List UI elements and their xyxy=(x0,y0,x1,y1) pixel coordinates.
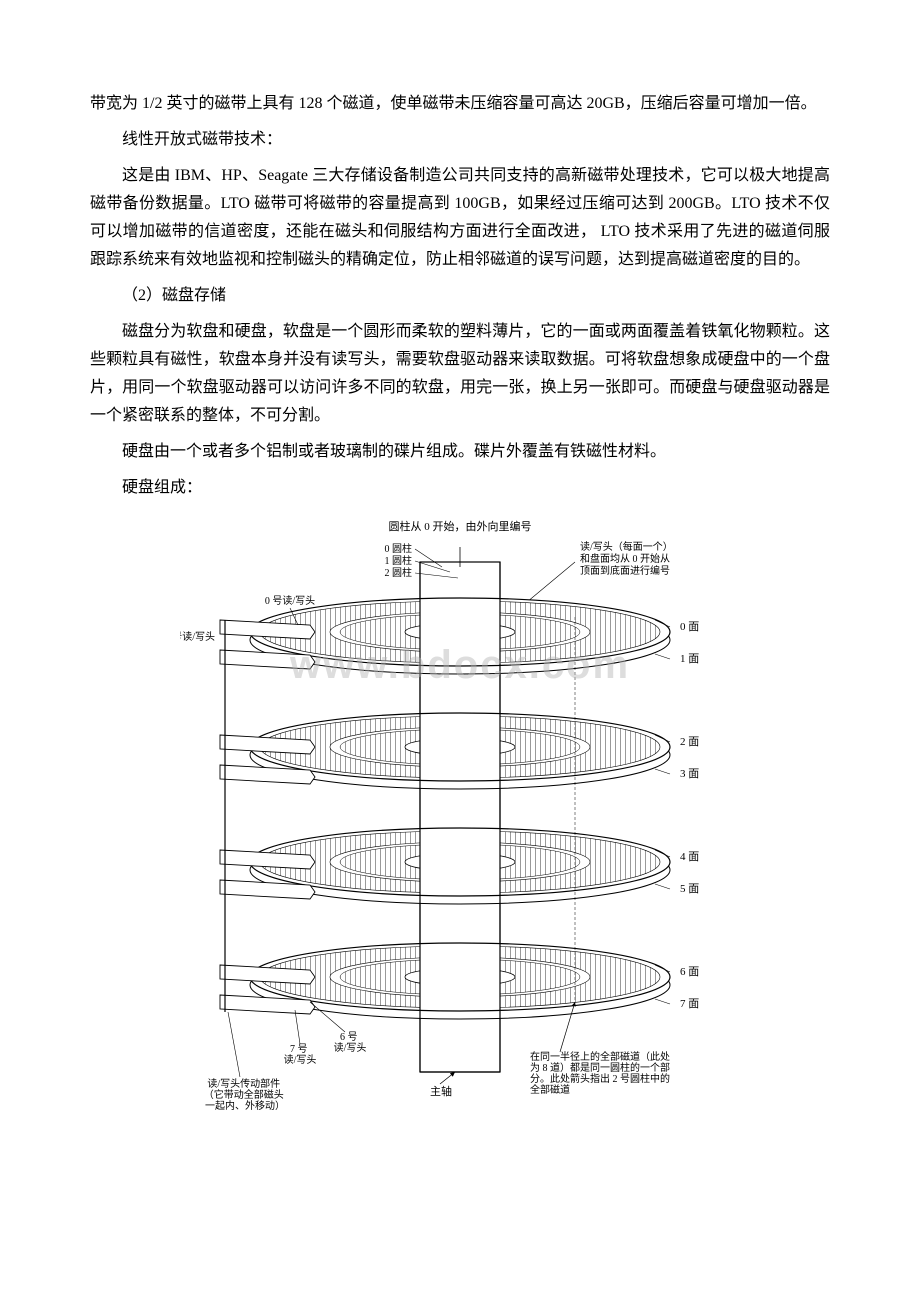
hard-disk-diagram: 圆柱从 0 开始，由外向里编号 0 圆柱 1 圆柱 2 圆柱 读/写头（每面一个… xyxy=(90,512,830,1142)
svg-text:3 面: 3 面 xyxy=(680,768,699,780)
paragraph-7: 硬盘组成： xyxy=(90,474,830,502)
svg-text:2 圆柱: 2 圆柱 xyxy=(385,566,413,579)
svg-text:主轴: 主轴 xyxy=(430,1084,452,1098)
document-page: 带宽为 1/2 英寸的磁带上具有 128 个磁道，使单磁带未压缩容量可高达 20… xyxy=(0,0,920,1182)
paragraph-4: （2）磁盘存储 xyxy=(90,282,830,310)
svg-text:7 面: 7 面 xyxy=(680,998,699,1010)
platter-0: 0 面 1 面 xyxy=(220,598,699,674)
svg-text:6 号 读/写头: 6 号 读/写头 xyxy=(334,1031,367,1054)
paragraph-6: 硬盘由一个或者多个铝制或者玻璃制的碟片组成。碟片外覆盖有铁磁性材料。 xyxy=(90,438,830,466)
paragraph-5: 磁盘分为软盘和硬盘，软盘是一个圆形而柔软的塑料薄片，它的一面或两面覆盖着铁氧化物… xyxy=(90,318,830,430)
paragraph-3: 这是由 IBM、HP、Seagate 三大存储设备制造公司共同支持的高新磁带处理… xyxy=(90,162,830,274)
paragraph-2: 线性开放式磁带技术： xyxy=(90,126,830,154)
paragraph-1: 带宽为 1/2 英寸的磁带上具有 128 个磁道，使单磁带未压缩容量可高达 20… xyxy=(90,90,830,118)
svg-text:1 号读/写头: 1 号读/写头 xyxy=(180,630,215,643)
svg-text:1 面: 1 面 xyxy=(680,653,699,665)
svg-text:读/写头传动部件 （它带动全部磁头: 读/写头传动部件 （它带动全部磁头 一起内、外移动） xyxy=(204,1077,287,1112)
svg-text:0 圆柱: 0 圆柱 xyxy=(385,542,413,555)
svg-text:7 号 读/写头: 7 号 读/写头 xyxy=(284,1043,317,1066)
svg-text:2 面: 2 面 xyxy=(680,736,699,748)
svg-text:读/写头（每面一个） 和盘面均从 0 开: 读/写头（每面一个） 和盘面均从 0 开始从 顶面到底面进行编号 xyxy=(580,540,675,577)
platter-3: 6 面 7 面 xyxy=(220,943,699,1019)
svg-text:0 面: 0 面 xyxy=(680,621,699,633)
svg-text:0 号读/写头: 0 号读/写头 xyxy=(265,594,315,607)
svg-text:在同一半径上的全部磁道（此处 为 8 道: 在同一半径上的全部磁道（此处 为 8 道）都是同一圆柱的一个部 分。此处箭头指出… xyxy=(530,1050,673,1096)
svg-text:6 面: 6 面 xyxy=(680,966,699,978)
platter-2: 4 面 5 面 xyxy=(220,828,699,904)
spindle-label: 主轴 xyxy=(430,1072,455,1098)
svg-text:1 圆柱: 1 圆柱 xyxy=(385,554,413,567)
svg-text:4 面: 4 面 xyxy=(680,851,699,863)
svg-text:5 面: 5 面 xyxy=(680,883,699,895)
platter-1: 2 面 3 面 xyxy=(220,713,699,789)
diagram-title: 圆柱从 0 开始，由外向里编号 xyxy=(389,519,532,533)
